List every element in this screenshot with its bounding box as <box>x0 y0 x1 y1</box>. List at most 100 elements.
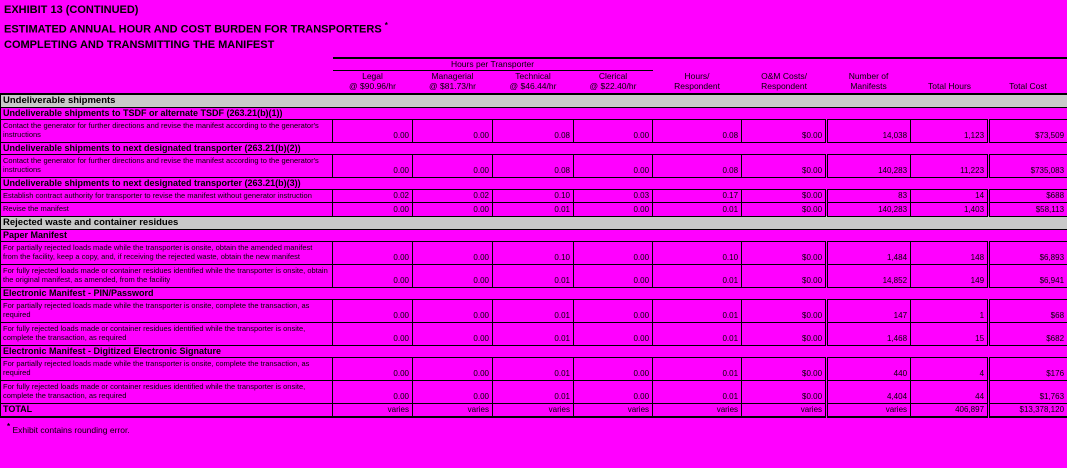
col-header-technical: Technical @ $46.44/hr <box>492 70 574 94</box>
cell-technical: 0.08 <box>492 118 574 143</box>
cell-technical: varies <box>492 402 574 418</box>
col-header-line: @ $22.40/hr <box>589 80 637 91</box>
cell-hours-respondent: 0.01 <box>652 298 743 323</box>
cell-managerial: 0.00 <box>412 202 493 217</box>
col-header-managerial: Managerial @ $81.73/hr <box>412 70 493 94</box>
cell-technical: 0.01 <box>492 321 574 346</box>
cell-number-of-manifests: 147 <box>825 298 912 323</box>
cell-total-hours: 1 <box>910 298 990 323</box>
cell-total-hours: 15 <box>910 321 990 346</box>
header-spacer <box>988 56 1067 71</box>
cell-om-costs-respondent: $0.00 <box>741 263 828 288</box>
footnote-marker-reference: * <box>384 21 388 30</box>
cell-number-of-manifests: 440 <box>825 356 912 381</box>
cell-hours-respondent: 0.08 <box>652 118 743 143</box>
col-header-number-of-manifests: Number of Manifests <box>826 70 911 94</box>
cell-hours-respondent: 0.01 <box>652 356 743 381</box>
cell-legal: 0.00 <box>332 298 413 323</box>
cell-legal: 0.00 <box>332 356 413 381</box>
cell-technical: 0.10 <box>492 240 574 265</box>
col-header-line: Clerical <box>598 70 628 81</box>
cell-technical: 0.01 <box>492 263 574 288</box>
cell-number-of-manifests: 4,404 <box>825 379 912 404</box>
col-header-line: Manifests <box>850 80 887 91</box>
cell-technical: 0.10 <box>492 188 574 204</box>
cell-om-costs-respondent: $0.00 <box>741 356 828 381</box>
col-header-line: @ $81.73/hr <box>429 80 476 91</box>
cell-clerical: 0.00 <box>572 118 654 143</box>
subheader-row: Undeliverable shipments to next designat… <box>0 141 1067 155</box>
exhibit-subtitle-text: ESTIMATED ANNUAL HOUR AND COST BURDEN FO… <box>4 23 382 36</box>
footnote-text: Exhibit contains rounding error. <box>12 424 130 435</box>
exhibit-subtitle-2: COMPLETING AND TRANSMITTING THE MANIFEST <box>4 38 275 51</box>
cell-clerical: 0.03 <box>572 188 654 204</box>
cell-clerical: 0.00 <box>572 298 654 323</box>
cell-legal: 0.00 <box>332 202 413 217</box>
table-row: Revise the manifest 0.00 0.00 0.01 0.00 0.01 $… <box>0 202 1067 217</box>
row-description: Revise the manifest <box>0 202 333 217</box>
cell-clerical: 0.00 <box>572 263 654 288</box>
cell-om-costs-respondent: $0.00 <box>741 240 828 265</box>
cell-clerical: 0.00 <box>572 379 654 404</box>
cell-total-hours: 4 <box>910 356 990 381</box>
cell-clerical: varies <box>572 402 654 418</box>
cell-number-of-manifests: 1,468 <box>825 321 912 346</box>
row-description: For fully rejected loads made or contain… <box>0 321 333 346</box>
subheader-label: Electronic Manifest - PIN/Password <box>0 286 1067 300</box>
col-header-line: Technical <box>515 70 551 81</box>
col-header-line: Respondent <box>761 80 807 91</box>
header-spacer <box>0 70 333 94</box>
cell-legal: 0.00 <box>332 240 413 265</box>
cell-total-cost: $68 <box>987 298 1067 323</box>
table-row: For partially rejected loads made while … <box>0 298 1067 323</box>
cell-number-of-manifests: 140,283 <box>825 153 912 178</box>
row-description: For partially rejected loads made while … <box>0 240 333 265</box>
cell-legal: 0.00 <box>332 153 413 178</box>
cell-total-hours: 149 <box>910 263 990 288</box>
cell-om-costs-respondent: $0.00 <box>741 202 828 217</box>
cell-total-cost: $682 <box>987 321 1067 346</box>
cell-om-costs-respondent: $0.00 <box>741 379 828 404</box>
cell-managerial: 0.00 <box>412 118 493 143</box>
cell-managerial: 0.00 <box>412 263 493 288</box>
header-spacer <box>0 57 333 71</box>
cell-technical: 0.08 <box>492 153 574 178</box>
total-row: TOTAL varies varies varies varies varies varie… <box>0 402 1067 418</box>
cell-technical: 0.01 <box>492 298 574 323</box>
cell-legal: 0.00 <box>332 118 413 143</box>
cell-managerial: 0.00 <box>412 240 493 265</box>
cell-number-of-manifests: 83 <box>825 188 912 204</box>
cell-clerical: 0.00 <box>572 153 654 178</box>
header-group-row: Hours per Transporter <box>0 56 1067 71</box>
cell-om-costs-respondent: varies <box>741 402 828 418</box>
cell-managerial: 0.00 <box>412 298 493 323</box>
col-header-legal: Legal @ $90.96/hr <box>332 70 413 94</box>
cell-clerical: 0.00 <box>572 321 654 346</box>
cell-total-hours: 1,123 <box>910 118 990 143</box>
col-header-total-hours: Total Hours <box>910 70 989 94</box>
cell-clerical: 0.00 <box>572 356 654 381</box>
cell-managerial: 0.00 <box>412 379 493 404</box>
cell-legal: varies <box>332 402 413 418</box>
cell-total-cost: $688 <box>987 188 1067 204</box>
table-row: Establish contract authority for transpo… <box>0 188 1067 204</box>
cell-total-hours: 1,403 <box>910 202 990 217</box>
cell-om-costs-respondent: $0.00 <box>741 153 828 178</box>
cell-total-cost: $58,113 <box>987 202 1067 217</box>
cell-total-cost: $176 <box>987 356 1067 381</box>
table-row: For partially rejected loads made while … <box>0 356 1067 381</box>
cell-clerical: 0.00 <box>572 202 654 217</box>
cell-hours-respondent: 0.01 <box>652 321 743 346</box>
subheader-row: Undeliverable shipments to next designat… <box>0 176 1067 190</box>
cell-total-cost: $73,509 <box>987 118 1067 143</box>
cell-hours-respondent: 0.08 <box>652 153 743 178</box>
exhibit-number: EXHIBIT 13 (CONTINUED) <box>4 4 139 16</box>
cell-total-hours: 11,223 <box>910 153 990 178</box>
cell-managerial: 0.00 <box>412 321 493 346</box>
row-description: Contact the generator for further direct… <box>0 118 333 143</box>
cell-legal: 0.02 <box>332 188 413 204</box>
table-row: Contact the generator for further direct… <box>0 118 1067 143</box>
cell-om-costs-respondent: $0.00 <box>741 321 828 346</box>
burden-table: Hours per Transporter Legal @ $90.96/hr Man… <box>0 56 1067 419</box>
cell-om-costs-respondent: $0.00 <box>741 188 828 204</box>
